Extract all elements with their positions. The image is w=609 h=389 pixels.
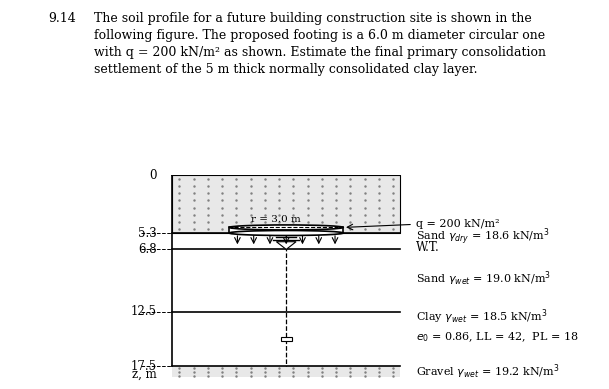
Polygon shape xyxy=(229,228,343,233)
Text: Sand $\gamma_{dry}$ = 18.6 kN/m$^3$: Sand $\gamma_{dry}$ = 18.6 kN/m$^3$ xyxy=(415,226,549,247)
Polygon shape xyxy=(281,337,292,341)
Text: 5.3: 5.3 xyxy=(138,226,157,240)
Text: Sand $\gamma_{wet}$ = 19.0 kN/m$^3$: Sand $\gamma_{wet}$ = 19.0 kN/m$^3$ xyxy=(415,270,551,288)
Text: The soil profile for a future building construction site is shown in the
followi: The soil profile for a future building c… xyxy=(94,12,546,76)
Text: z, m: z, m xyxy=(132,368,157,380)
Polygon shape xyxy=(172,175,400,233)
Text: q = 200 kN/m²: q = 200 kN/m² xyxy=(415,219,499,230)
Text: W.T.: W.T. xyxy=(415,241,439,254)
Text: r = 3.0 m: r = 3.0 m xyxy=(251,216,301,224)
Polygon shape xyxy=(276,242,296,249)
Text: 17.5: 17.5 xyxy=(131,360,157,373)
Ellipse shape xyxy=(230,225,343,230)
Polygon shape xyxy=(172,366,400,377)
Ellipse shape xyxy=(230,231,343,235)
Text: 12.5: 12.5 xyxy=(131,305,157,318)
Text: 9.14: 9.14 xyxy=(49,12,77,25)
Text: Clay $\gamma_{wet}$ = 18.5 kN/m$^3$
$e_0$ = 0.86, LL = 42,  PL = 18: Clay $\gamma_{wet}$ = 18.5 kN/m$^3$ $e_0… xyxy=(415,307,579,345)
Text: Gravel $\gamma_{wet}$ = 19.2 kN/m$^3$: Gravel $\gamma_{wet}$ = 19.2 kN/m$^3$ xyxy=(415,363,559,381)
Text: 0: 0 xyxy=(149,168,157,182)
Text: 6.8: 6.8 xyxy=(138,243,157,256)
